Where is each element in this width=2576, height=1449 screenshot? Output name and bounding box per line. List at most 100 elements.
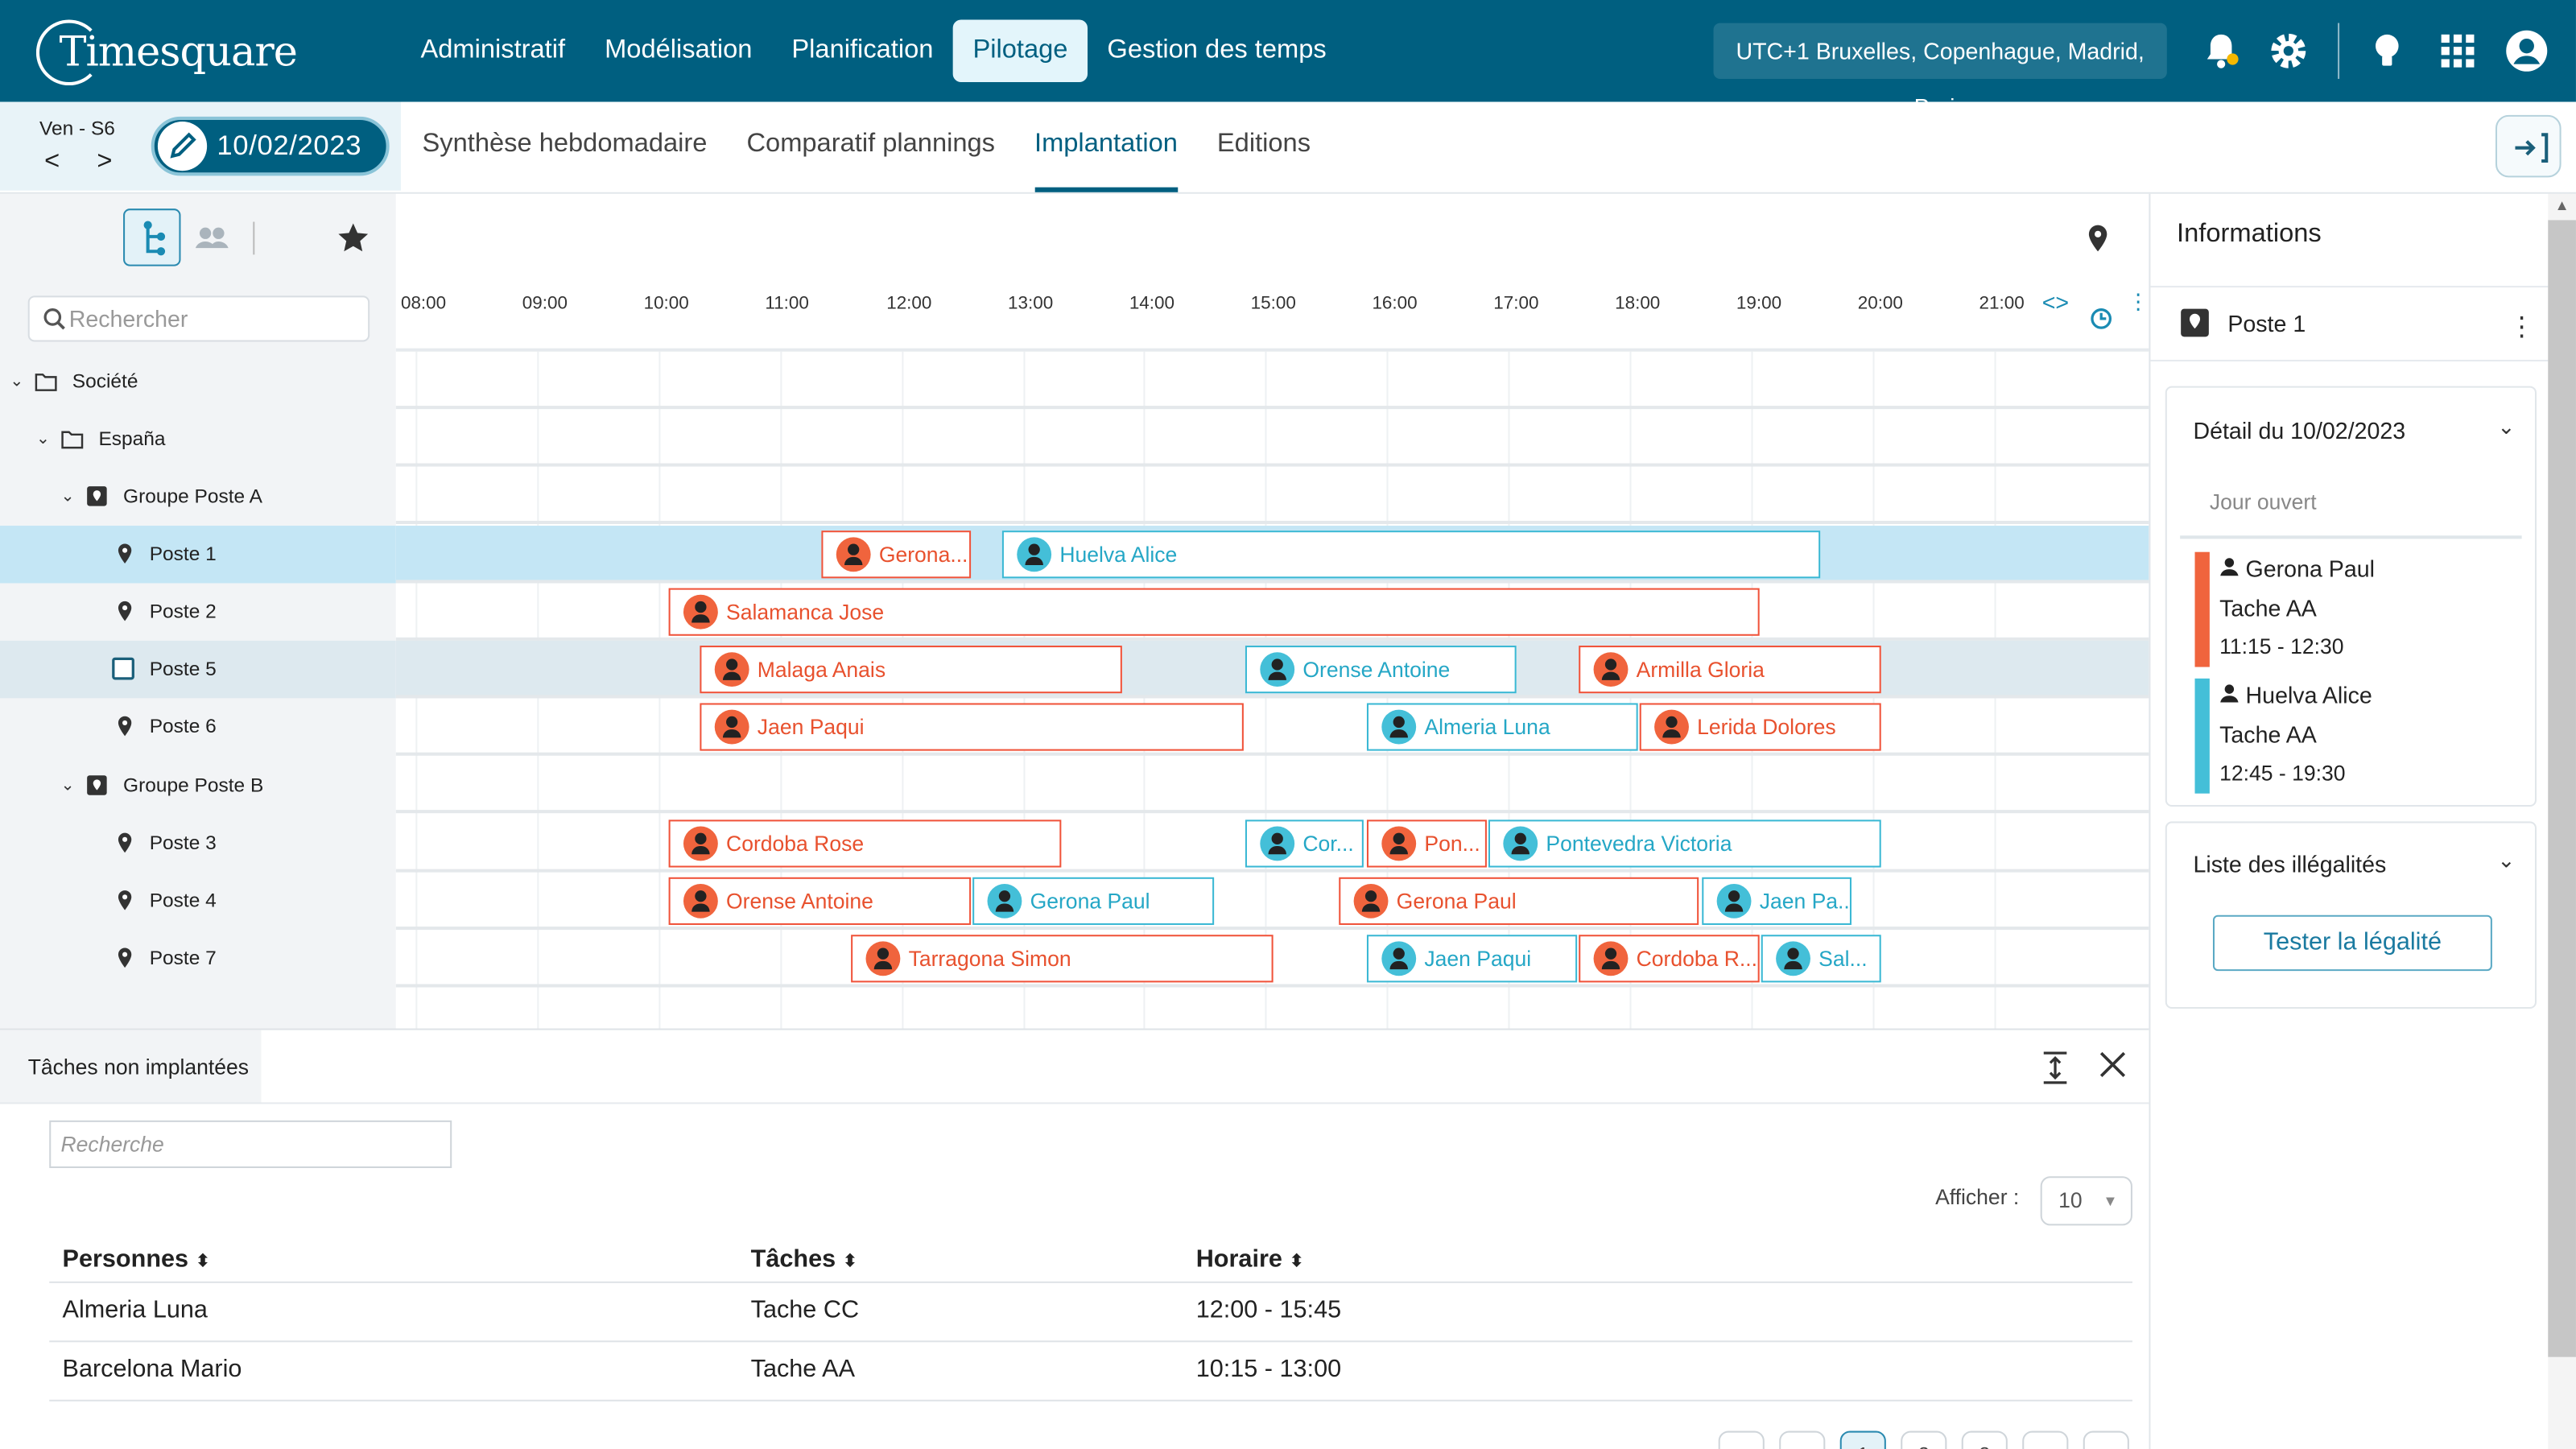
- menu-gestion-des-temps[interactable]: Gestion des temps: [1107, 35, 1327, 64]
- assignment-bar[interactable]: Malaga Anais: [700, 646, 1122, 694]
- tab-comparatif-plannings[interactable]: Comparatif plannings: [746, 130, 996, 158]
- page-size-select[interactable]: 10 ▼: [2040, 1176, 2132, 1226]
- scroll-up-icon[interactable]: ▲: [2554, 196, 2570, 214]
- first-page-button[interactable]: [1718, 1430, 1765, 1449]
- detail-entry[interactable]: Huelva Alice Tache AA 12:45 - 19:30: [2194, 678, 2524, 794]
- tab-editions[interactable]: Editions: [1216, 130, 1311, 158]
- apps-grid-icon[interactable]: [2437, 30, 2479, 72]
- user-account-icon[interactable]: [2505, 30, 2548, 72]
- assignment-bar[interactable]: Gerona...: [821, 530, 972, 578]
- tree-item-poste-4[interactable]: Poste 4: [0, 873, 396, 930]
- assignment-bar[interactable]: Tarragona Simon: [851, 935, 1274, 983]
- tree-item-poste-7[interactable]: Poste 7: [0, 930, 396, 987]
- detail-entry[interactable]: Gerona Paul Tache AA 11:15 - 12:30: [2194, 551, 2524, 667]
- assignment-bar[interactable]: Pon...: [1366, 819, 1487, 867]
- assignment-bar[interactable]: Sal...: [1761, 935, 1881, 983]
- chevron-down-icon[interactable]: ⌄: [2497, 414, 2516, 439]
- assignment-bar[interactable]: Lerida Dolores: [1639, 703, 1881, 752]
- scrollbar-thumb[interactable]: [2548, 220, 2576, 1357]
- lightbulb-icon[interactable]: [2366, 30, 2409, 72]
- assignment-bar[interactable]: Jaen Pa...: [1702, 877, 1852, 925]
- menu-planification[interactable]: Planification: [791, 35, 934, 64]
- close-icon[interactable]: [2098, 1050, 2128, 1080]
- checkbox-icon[interactable]: [112, 657, 135, 680]
- page-3-button[interactable]: 3: [1961, 1430, 2008, 1449]
- gantt-row[interactable]: [395, 814, 2149, 872]
- column-header-horaire[interactable]: Horaire ⬍: [1196, 1245, 1305, 1274]
- assignment-bar[interactable]: Gerona Paul: [1339, 877, 1699, 925]
- chevron-down-icon[interactable]: ⌄: [35, 430, 51, 449]
- previous-page-button[interactable]: [1779, 1430, 1826, 1449]
- expand-vertical-icon[interactable]: [2039, 1050, 2072, 1086]
- page-2-button[interactable]: 2: [1901, 1430, 1947, 1449]
- gantt-row[interactable]: [395, 872, 2149, 930]
- assignment-bar[interactable]: Cordoba Rose: [668, 819, 1062, 867]
- gantt-row[interactable]: [395, 410, 2149, 467]
- date-picker[interactable]: 10/02/2023: [151, 116, 390, 176]
- more-options-icon[interactable]: ⋮: [2127, 289, 2149, 314]
- test-legality-button[interactable]: Tester la légalité: [2212, 914, 2492, 972]
- tree-item-groupe-poste-b[interactable]: ⌄ Groupe Poste B: [0, 758, 396, 815]
- sort-icon[interactable]: ⬍: [1289, 1252, 1305, 1272]
- assignment-bar[interactable]: Cor...: [1245, 819, 1364, 867]
- assignment-bar[interactable]: Orense Antoine: [1245, 646, 1517, 694]
- bell-icon[interactable]: [2200, 30, 2243, 72]
- collapse-panel-button[interactable]: [2495, 114, 2562, 178]
- assignment-bar[interactable]: Almeria Luna: [1366, 703, 1638, 752]
- gantt-row[interactable]: [395, 352, 2149, 410]
- menu-pilotage[interactable]: Pilotage: [952, 19, 1088, 83]
- gear-icon[interactable]: [2267, 30, 2310, 72]
- gantt-row[interactable]: [395, 757, 2149, 814]
- tree-item-poste-3[interactable]: Poste 3: [0, 815, 396, 872]
- sort-icon[interactable]: ⬍: [842, 1252, 858, 1272]
- next-page-button[interactable]: [2022, 1430, 2069, 1449]
- menu-modelisation[interactable]: Modélisation: [605, 35, 753, 64]
- last-page-button[interactable]: [2083, 1430, 2129, 1449]
- column-header-taches[interactable]: Tâches ⬍: [751, 1245, 858, 1274]
- people-icon[interactable]: [194, 222, 230, 255]
- more-options-icon[interactable]: ⋮: [2508, 313, 2535, 342]
- chevron-down-icon[interactable]: ⌄: [2497, 848, 2516, 873]
- illegalities-title[interactable]: Liste des illégalités: [2193, 851, 2387, 877]
- tree-search-input[interactable]: Rechercher: [27, 295, 370, 342]
- tree-view-icon[interactable]: [123, 208, 181, 266]
- tree-item-espana[interactable]: ⌄ España: [0, 411, 396, 468]
- assignment-bar[interactable]: Salamanca Jose: [668, 588, 1760, 636]
- day-detail-title[interactable]: Détail du 10/02/2023: [2193, 417, 2406, 444]
- tree-item-societe[interactable]: ⌄ Société: [0, 353, 396, 411]
- column-header-personnes[interactable]: Personnes ⬍: [63, 1245, 211, 1274]
- assignment-bar[interactable]: Cordoba R...: [1579, 935, 1760, 983]
- gantt-row[interactable]: [395, 699, 2149, 757]
- tree-item-poste-5[interactable]: Poste 5: [0, 640, 396, 699]
- scroll-timeline-icon[interactable]: <>: [2041, 289, 2070, 316]
- gantt-row[interactable]: [395, 467, 2149, 525]
- tab-implantation[interactable]: Implantation: [1034, 102, 1178, 192]
- unplaced-tasks-tab[interactable]: Tâches non implantées: [0, 1030, 262, 1104]
- gantt-row[interactable]: [395, 930, 2149, 988]
- assignment-bar[interactable]: Orense Antoine: [668, 877, 972, 925]
- tree-item-poste-6[interactable]: Poste 6: [0, 698, 396, 755]
- assignment-bar[interactable]: Jaen Paqui: [700, 703, 1244, 752]
- chevron-down-icon[interactable]: ⌄: [60, 488, 75, 506]
- tree-item-poste-2[interactable]: Poste 2: [0, 583, 396, 640]
- timesquare-logo[interactable]: Timesquare: [35, 16, 298, 86]
- assignment-bar[interactable]: Armilla Gloria: [1579, 646, 1881, 694]
- assignment-bar[interactable]: Gerona Paul: [972, 877, 1215, 925]
- tree-item-poste-1[interactable]: Poste 1: [0, 526, 396, 584]
- chevron-down-icon[interactable]: ⌄: [60, 777, 75, 795]
- time-reset-icon[interactable]: [2090, 308, 2113, 331]
- timezone-selector[interactable]: UTC+1 Bruxelles, Copenhague, Madrid, Par…: [1713, 23, 2167, 120]
- assignment-bar[interactable]: Huelva Alice: [1001, 530, 1821, 578]
- assignment-bar[interactable]: Pontevedra Victoria: [1488, 819, 1881, 867]
- tree-item-groupe-poste-a[interactable]: ⌄ Groupe Poste A: [0, 469, 396, 526]
- sort-icon[interactable]: ⬍: [195, 1252, 211, 1272]
- location-pin-icon[interactable]: [2087, 224, 2110, 254]
- vertical-scrollbar[interactable]: ▲ ▼: [2548, 193, 2576, 1449]
- assignment-bar[interactable]: Jaen Paqui: [1366, 935, 1578, 983]
- next-day-button[interactable]: >: [97, 147, 113, 176]
- chevron-down-icon[interactable]: ⌄: [10, 373, 24, 391]
- unplaced-search-input[interactable]: Recherche: [49, 1120, 452, 1169]
- previous-day-button[interactable]: <: [44, 147, 60, 176]
- tab-synthese-hebdomadaire[interactable]: Synthèse hebdomadaire: [422, 130, 708, 158]
- menu-administratif[interactable]: Administratif: [420, 35, 566, 64]
